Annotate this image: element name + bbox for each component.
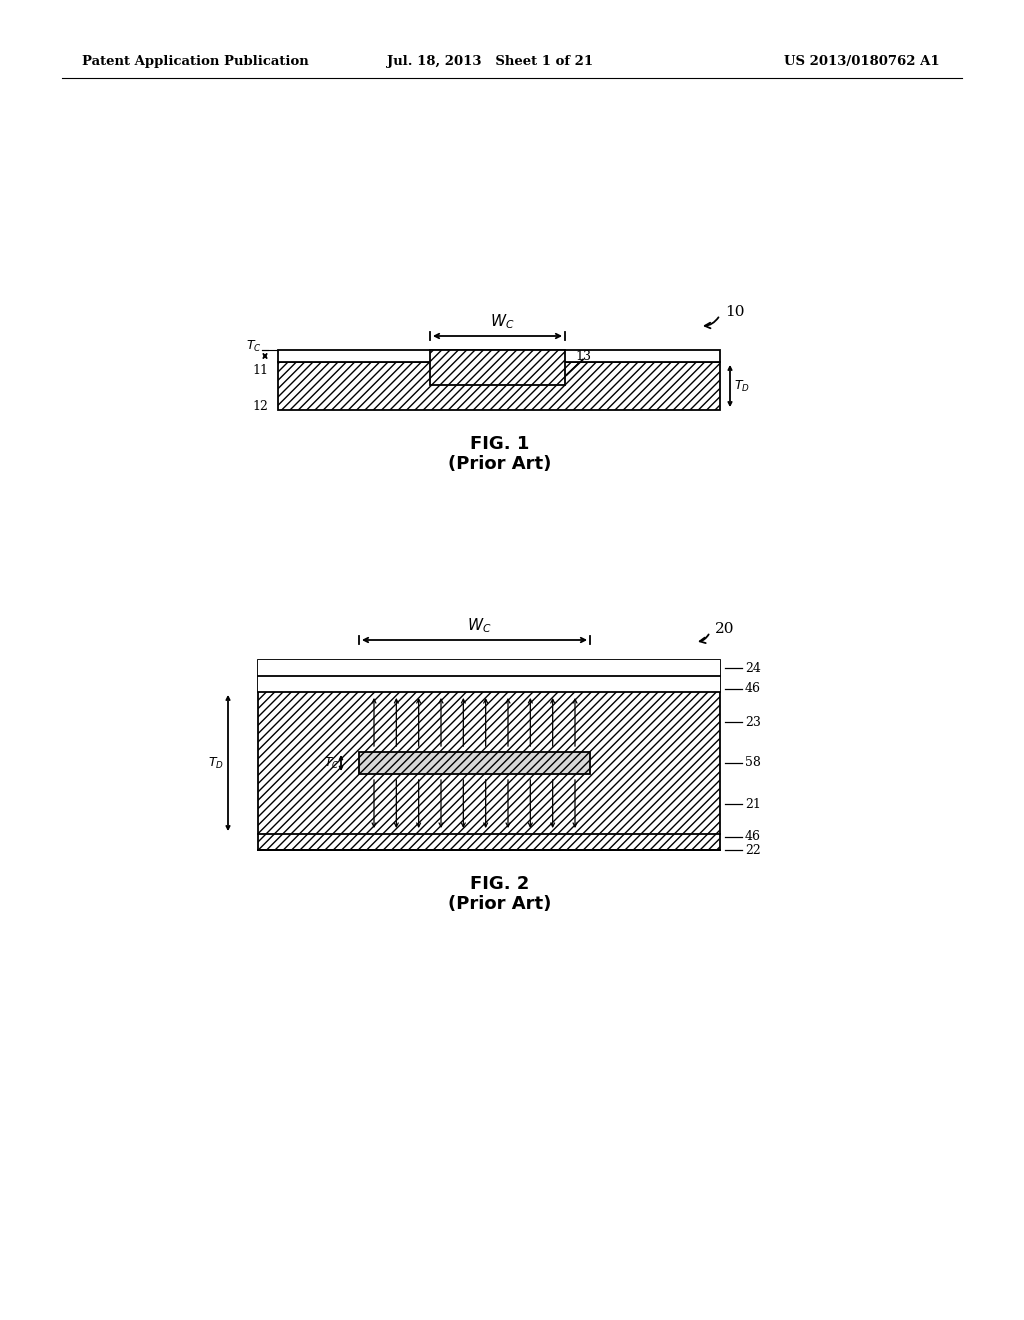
Bar (258, 660, 720, 676)
Text: 46: 46 (745, 682, 761, 696)
Text: 12: 12 (252, 400, 268, 413)
Bar (278, 350, 720, 362)
Text: $W_C$: $W_C$ (467, 616, 492, 635)
Text: 22: 22 (745, 843, 761, 857)
Text: (Prior Art): (Prior Art) (449, 895, 552, 913)
Text: FIG. 1: FIG. 1 (470, 436, 529, 453)
Text: FIG. 2: FIG. 2 (470, 875, 529, 894)
Bar (258, 676, 720, 692)
Text: $T_C$: $T_C$ (247, 339, 262, 354)
Text: US 2013/0180762 A1: US 2013/0180762 A1 (784, 55, 940, 69)
Text: 11: 11 (252, 363, 268, 376)
Text: $W_C$: $W_C$ (490, 313, 515, 331)
Bar (430, 350, 565, 385)
Text: 10: 10 (725, 305, 744, 319)
Bar (359, 752, 590, 774)
Text: 13: 13 (575, 351, 591, 363)
Text: (Prior Art): (Prior Art) (449, 455, 552, 473)
Text: 23: 23 (745, 715, 761, 729)
Text: 46: 46 (745, 830, 761, 843)
Text: $T_D$: $T_D$ (734, 379, 750, 393)
Bar (278, 362, 720, 411)
Text: Jul. 18, 2013   Sheet 1 of 21: Jul. 18, 2013 Sheet 1 of 21 (387, 55, 593, 69)
Text: $T_D$: $T_D$ (208, 755, 224, 771)
Bar (258, 660, 720, 850)
Text: 21: 21 (745, 797, 761, 810)
Text: 24: 24 (745, 661, 761, 675)
Text: 58: 58 (745, 756, 761, 770)
Text: $T_C$: $T_C$ (324, 755, 339, 771)
Text: 20: 20 (715, 622, 734, 636)
Text: Patent Application Publication: Patent Application Publication (82, 55, 309, 69)
